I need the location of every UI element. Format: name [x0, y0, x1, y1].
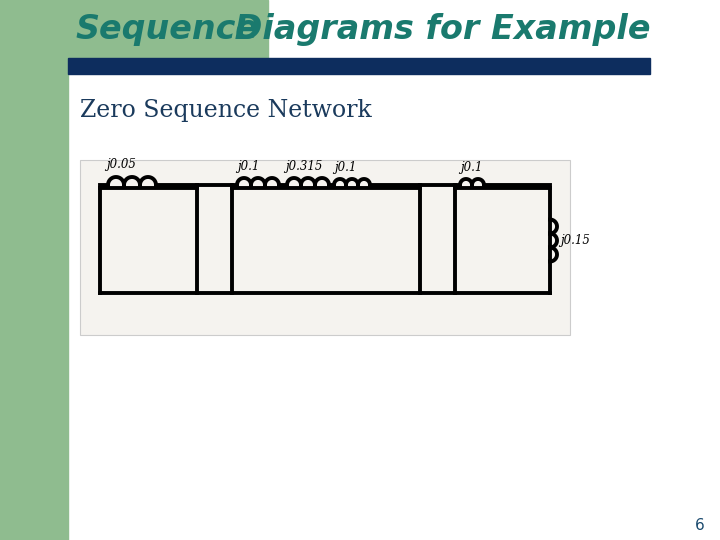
Text: j0.315: j0.315	[285, 160, 323, 173]
Bar	[0, 0, 268, 58]
Text: Sequence: Sequence	[75, 12, 258, 45]
Text: j0.1: j0.1	[460, 161, 482, 174]
Bar	[0, 0, 68, 540]
Text: j0.1: j0.1	[237, 160, 259, 173]
Text: 6: 6	[695, 518, 705, 534]
Text: j0.1: j0.1	[334, 161, 356, 174]
Text: Diagrams for Example: Diagrams for Example	[223, 12, 650, 45]
Text: j0.15: j0.15	[560, 234, 590, 247]
Bar	[80, 160, 570, 335]
Text: j0.05: j0.05	[106, 158, 136, 171]
Bar	[68, 58, 650, 74]
Text: Zero Sequence Network: Zero Sequence Network	[80, 98, 372, 122]
